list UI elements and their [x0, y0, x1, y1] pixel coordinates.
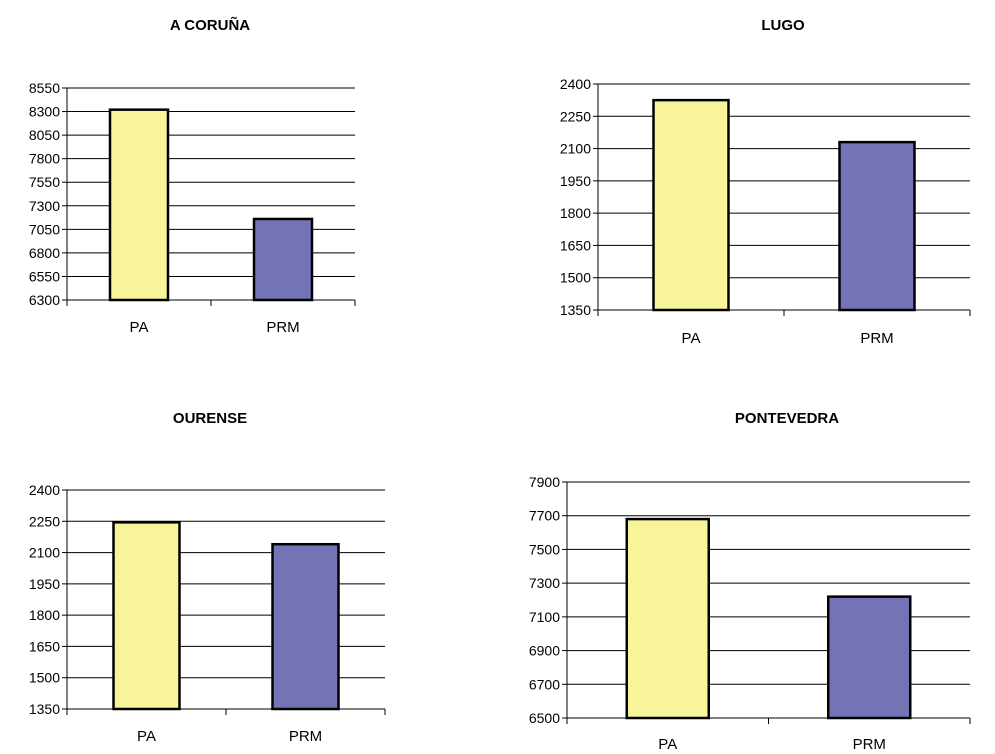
lugo-category-label-prm: PRM	[860, 330, 893, 347]
lugo-y-tick-label: 1800	[560, 205, 591, 221]
ourense-y-tick-label: 1950	[29, 576, 60, 592]
a-coru-a-y-tick-label: 7050	[29, 221, 60, 237]
a-coru-a-y-tick-label: 8050	[29, 127, 60, 143]
ourense-y-tick-label: 1500	[29, 670, 60, 686]
pontevedra-y-tick-label: 6500	[529, 710, 560, 726]
a-coru-a-y-tick-label: 7800	[29, 151, 60, 167]
a-coru-a-category-label-prm: PRM	[266, 319, 299, 336]
lugo-y-tick-label: 1650	[560, 237, 591, 253]
a-coru-a-bar-pa	[108, 108, 170, 302]
pontevedra-y-tick-label: 7700	[529, 508, 560, 524]
ourense-title: OURENSE	[173, 410, 247, 427]
ourense-y-tick-label: 1650	[29, 638, 60, 654]
pontevedra-category-label-prm: PRM	[853, 736, 886, 753]
lugo-bar-pa	[652, 98, 730, 312]
a-coru-a-y-tick-label: 6300	[29, 292, 60, 308]
lugo-y-tick-label: 2100	[560, 141, 591, 157]
ourense-y-tick-label: 1800	[29, 607, 60, 623]
pontevedra-y-tick-label: 6900	[529, 643, 560, 659]
ourense-y-tick-label: 2250	[29, 513, 60, 529]
a-coru-a-y-tick-label: 7550	[29, 174, 60, 190]
ourense-bar-pa	[112, 521, 181, 711]
lugo-category-label-pa: PA	[682, 330, 701, 347]
lugo-y-tick-label: 1500	[560, 270, 591, 286]
ourense-y-tick-label: 1350	[29, 701, 60, 717]
ourense-y-tick-label: 2400	[29, 482, 60, 498]
pontevedra-y-tick-label: 7500	[529, 541, 560, 557]
ourense-bar-prm	[271, 542, 340, 711]
lugo-y-tick-label: 1950	[560, 173, 591, 189]
pontevedra-y-tick-label: 7100	[529, 609, 560, 625]
a-coru-a-y-tick-label: 7300	[29, 198, 60, 214]
a-coru-a-category-label-pa: PA	[130, 319, 149, 336]
pontevedra-bar-pa	[625, 517, 710, 720]
a-coru-a-bar-prm	[252, 217, 314, 302]
ourense-y-tick-label: 2100	[29, 545, 60, 561]
lugo-y-tick-label: 2250	[560, 108, 591, 124]
pontevedra-y-tick-label: 7300	[529, 575, 560, 591]
a-coru-a-y-tick-label: 8550	[29, 80, 60, 96]
pontevedra-y-tick-label: 7900	[529, 474, 560, 490]
pontevedra-y-tick-label: 6700	[529, 676, 560, 692]
lugo-bar-prm	[838, 140, 916, 312]
pontevedra-title: PONTEVEDRA	[735, 410, 839, 427]
a-coru-a-y-tick-label: 6800	[29, 245, 60, 261]
ourense-category-label-prm: PRM	[289, 728, 322, 745]
a-coru-a-title: A CORUÑA	[170, 16, 250, 34]
ourense-category-label-pa: PA	[137, 728, 156, 745]
pontevedra-bar-prm	[827, 595, 912, 720]
lugo-y-tick-label: 2400	[560, 76, 591, 92]
lugo-title: LUGO	[761, 17, 805, 34]
pontevedra-category-label-pa: PA	[658, 736, 677, 753]
a-coru-a-y-tick-label: 8300	[29, 104, 60, 120]
lugo-y-tick-label: 1350	[560, 302, 591, 318]
a-coru-a-y-tick-label: 6550	[29, 268, 60, 284]
